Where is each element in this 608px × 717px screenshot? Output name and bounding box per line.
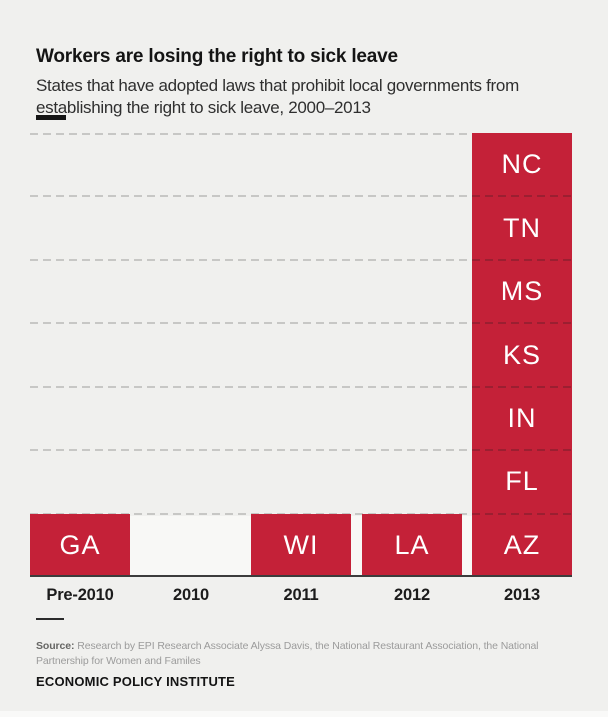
source-note: Source: Research by EPI Research Associa… — [36, 639, 584, 669]
page-bottom-strip — [0, 711, 608, 717]
x-axis-line — [30, 575, 572, 577]
bar-segment: MS — [472, 259, 572, 325]
gridline — [30, 195, 572, 197]
bar-column: WI — [251, 513, 351, 577]
segment-divider — [472, 385, 572, 388]
segment-divider — [472, 195, 572, 198]
gridline — [30, 322, 572, 324]
bar-segment: GA — [30, 513, 130, 577]
segment-divider — [472, 449, 572, 452]
bar-segment: WI — [251, 513, 351, 577]
bar-segment: IN — [472, 386, 572, 452]
title-dash-mark — [36, 115, 66, 120]
bar-segment-label: TN — [503, 212, 541, 243]
footer-dash-mark — [36, 618, 64, 620]
bar-column: GA — [30, 513, 130, 577]
bar-segment-label: KS — [502, 339, 542, 370]
bar-segment: TN — [472, 196, 572, 261]
gridline — [30, 386, 572, 388]
bar-column: LA — [362, 513, 462, 577]
source-label: Source: — [36, 639, 75, 652]
page-subtitle-line2: establishing the right to sick leave, 20… — [36, 98, 371, 117]
gridline — [30, 259, 572, 261]
bar-segment-label: NC — [501, 149, 543, 180]
segment-divider — [472, 322, 572, 325]
plot-area: GA WI LA AZ FL IN KS MS TN NC — [30, 133, 572, 577]
bar-segment-label: FL — [505, 466, 539, 497]
page-subtitle: States that have adopted laws that prohi… — [36, 75, 584, 119]
bar-segment-label: AZ — [503, 529, 541, 560]
bar-segment-label: MS — [500, 276, 544, 307]
bar-segment-label: IN — [507, 402, 537, 433]
x-axis-label: Pre-2010 — [46, 586, 114, 604]
x-axis-label: 2011 — [283, 586, 319, 604]
bar-segment-label: WI — [283, 529, 319, 560]
bar-segment: AZ — [472, 513, 572, 577]
x-axis-label: 2012 — [394, 586, 430, 604]
segment-divider — [472, 258, 572, 261]
gridline — [30, 449, 572, 451]
x-axis-label: 2013 — [504, 586, 540, 604]
gridline — [30, 133, 572, 135]
x-axis-labels: Pre-2010 2010 2011 2012 2013 — [30, 586, 572, 610]
bar-segment: FL — [472, 450, 572, 515]
segment-divider — [472, 512, 572, 515]
bar-column: AZ FL IN KS MS TN NC — [472, 133, 572, 577]
epi-wordmark: ECONOMIC POLICY INSTITUTE — [36, 674, 236, 689]
bar-segment-label: GA — [59, 529, 101, 560]
bar-segment-label: LA — [394, 529, 430, 560]
bar-segment: NC — [472, 133, 572, 198]
source-text: Research by EPI Research Associate Alyss… — [36, 639, 539, 667]
page-title: Workers are losing the right to sick lea… — [36, 45, 398, 67]
x-axis-label: 2010 — [173, 586, 209, 604]
bar-segment: KS — [472, 323, 572, 388]
bar-segment: LA — [362, 513, 462, 577]
page-subtitle-line1: States that have adopted laws that prohi… — [36, 76, 519, 95]
